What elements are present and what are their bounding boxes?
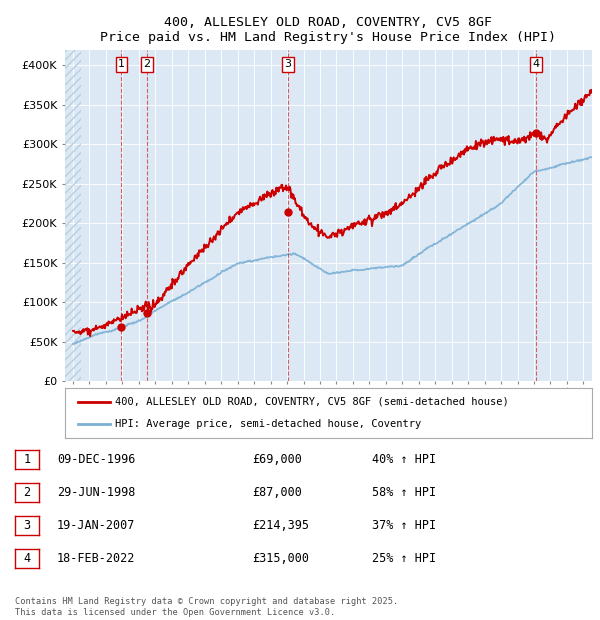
Text: 400, ALLESLEY OLD ROAD, COVENTRY, CV5 8GF (semi-detached house): 400, ALLESLEY OLD ROAD, COVENTRY, CV5 8G…: [115, 397, 509, 407]
Text: 4: 4: [532, 60, 539, 69]
Title: 400, ALLESLEY OLD ROAD, COVENTRY, CV5 8GF
Price paid vs. HM Land Registry's Hous: 400, ALLESLEY OLD ROAD, COVENTRY, CV5 8G…: [100, 16, 556, 44]
Text: HPI: Average price, semi-detached house, Coventry: HPI: Average price, semi-detached house,…: [115, 419, 421, 429]
Text: 3: 3: [23, 519, 31, 532]
Text: £87,000: £87,000: [252, 486, 302, 499]
Text: 29-JUN-1998: 29-JUN-1998: [57, 486, 136, 499]
Text: £214,395: £214,395: [252, 519, 309, 532]
Polygon shape: [65, 50, 81, 381]
Text: £315,000: £315,000: [252, 552, 309, 565]
Text: 19-JAN-2007: 19-JAN-2007: [57, 519, 136, 532]
Text: 18-FEB-2022: 18-FEB-2022: [57, 552, 136, 565]
Text: 2: 2: [143, 60, 151, 69]
Text: 37% ↑ HPI: 37% ↑ HPI: [372, 519, 436, 532]
Text: 40% ↑ HPI: 40% ↑ HPI: [372, 453, 436, 466]
Text: Contains HM Land Registry data © Crown copyright and database right 2025.
This d: Contains HM Land Registry data © Crown c…: [15, 598, 398, 617]
Text: 4: 4: [23, 552, 31, 565]
Text: 3: 3: [284, 60, 292, 69]
Text: £69,000: £69,000: [252, 453, 302, 466]
Text: 1: 1: [118, 60, 125, 69]
Text: 09-DEC-1996: 09-DEC-1996: [57, 453, 136, 466]
Text: 2: 2: [23, 486, 31, 499]
Text: 25% ↑ HPI: 25% ↑ HPI: [372, 552, 436, 565]
Text: 58% ↑ HPI: 58% ↑ HPI: [372, 486, 436, 499]
Text: 1: 1: [23, 453, 31, 466]
